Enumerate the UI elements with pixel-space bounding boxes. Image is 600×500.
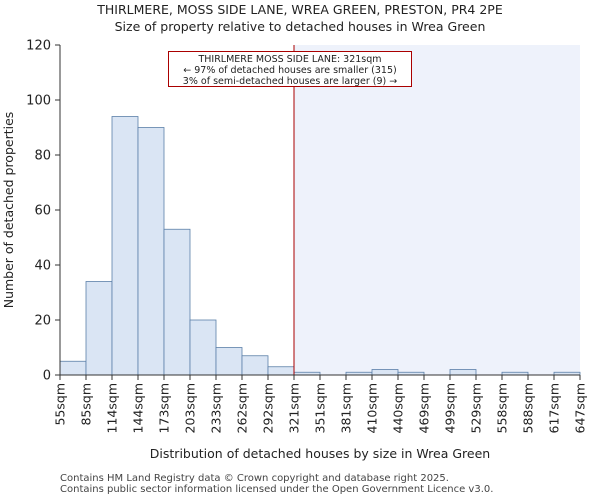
y-axis-label: Number of detached properties [1,112,16,309]
x-tick-label: 292sqm [261,383,276,433]
x-tick-label: 55sqm [53,383,68,426]
y-tick-label: 80 [34,149,51,164]
annotation-line-1: THIRLMERE MOSS SIDE LANE: 321sqm [198,54,382,65]
x-tick-label: 262sqm [235,383,250,433]
x-tick-label: 440sqm [391,383,406,433]
annotation-box: THIRLMERE MOSS SIDE LANE: 321sqm ← 97% o… [168,51,412,87]
bar-173sqm [163,228,191,376]
y-tick-label: 20 [34,314,51,329]
footer-line-2: Contains public sector information licen… [60,484,494,495]
y-tick-label: 120 [26,39,51,54]
x-axis-label: Distribution of detached houses by size … [150,446,490,461]
x-tick-label: 321sqm [287,383,302,433]
x-tick-label: 410sqm [365,383,380,433]
bar-499sqm [449,369,477,376]
annotation-line-2: ← 97% of detached houses are smaller (31… [183,65,397,76]
y-tick-label: 40 [34,259,51,274]
y-tick-label: 0 [43,369,51,384]
x-tick-label: 499sqm [443,383,458,433]
x-tick-label: 558sqm [495,383,510,433]
x-tick-label: 617sqm [547,383,562,433]
x-tick-label: 144sqm [131,383,146,433]
x-tick-label: 469sqm [417,383,432,433]
bar-203sqm [189,319,217,376]
bar-292sqm [267,366,295,376]
x-tick-label: 114sqm [105,383,120,433]
y-tick-label: 60 [34,204,51,219]
chart-subtitle: Size of property relative to detached ho… [114,19,486,34]
x-tick-label: 529sqm [469,383,484,433]
x-tick-label: 233sqm [209,383,224,433]
bar-85sqm [85,281,113,376]
annotation-line-3: 3% of semi-detached houses are larger (9… [182,76,398,87]
footer-line-1: Contains HM Land Registry data © Crown c… [60,473,449,484]
x-tick-label: 173sqm [157,383,172,433]
bar-262sqm [241,355,269,376]
y-tick-label: 100 [26,94,51,109]
larger-properties-region [294,45,580,375]
bar-410sqm [371,369,399,376]
bar-144sqm [137,127,165,376]
bar-233sqm [215,347,243,376]
chart-title: THIRLMERE, MOSS SIDE LANE, WREA GREEN, P… [97,2,503,17]
bar-114sqm [111,116,139,376]
x-tick-label: 351sqm [313,383,328,433]
x-tick-label: 588sqm [521,383,536,433]
bar-55sqm [59,360,87,376]
x-tick-label: 647sqm [573,383,588,433]
x-tick-label: 203sqm [183,383,198,433]
x-tick-label: 381sqm [339,383,354,433]
x-tick-label: 85sqm [79,383,94,426]
